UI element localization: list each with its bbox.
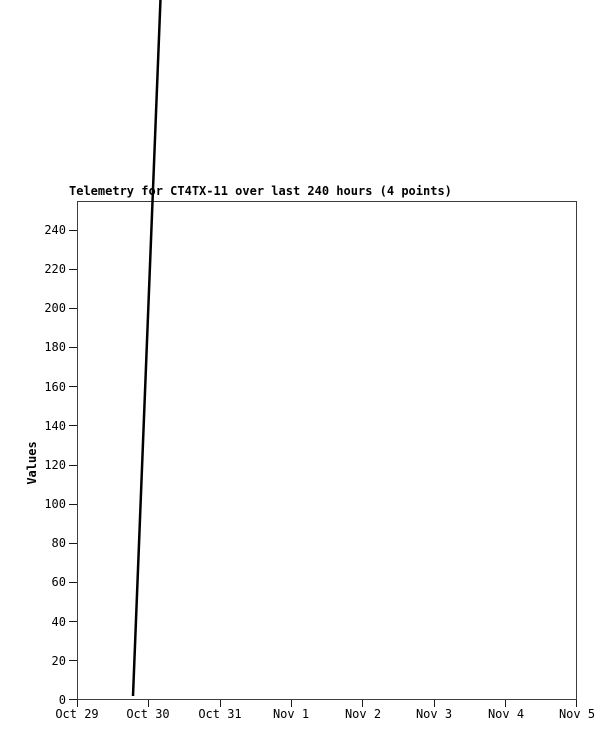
y-tick-label-220: 220 bbox=[44, 262, 66, 276]
x-tick-label-nov2: Nov 2 bbox=[344, 707, 382, 721]
x-tick-label-nov4: Nov 4 bbox=[487, 707, 525, 721]
y-tick-label-180: 180 bbox=[44, 340, 66, 354]
chart-title: Telemetry for CT4TX-11 over last 240 hou… bbox=[69, 184, 452, 198]
y-tick-label-120: 120 bbox=[44, 458, 66, 472]
y-tick-label-40: 40 bbox=[51, 615, 66, 629]
y-tick-label-0: 0 bbox=[58, 693, 66, 707]
y-tick-label-60: 60 bbox=[51, 575, 66, 589]
y-tick-label-140: 140 bbox=[44, 419, 66, 433]
x-tick-label-nov1: Nov 1 bbox=[272, 707, 310, 721]
plot-border bbox=[77, 201, 577, 700]
x-tick-label-oct29: Oct 29 bbox=[55, 707, 99, 721]
x-tick-label-oct31: Oct 31 bbox=[198, 707, 242, 721]
y-tick-label-80: 80 bbox=[51, 536, 66, 550]
y-tick-label-160: 160 bbox=[44, 380, 66, 394]
x-tick-marks bbox=[77, 700, 577, 707]
y-tick-label-100: 100 bbox=[44, 497, 66, 511]
x-tick-label-nov3: Nov 3 bbox=[415, 707, 453, 721]
y-tick-label-240: 240 bbox=[44, 223, 66, 237]
y-tick-label-20: 20 bbox=[51, 654, 66, 668]
x-tick-label-nov5: Nov 5 bbox=[558, 707, 596, 721]
y-tick-marks bbox=[69, 230, 77, 700]
telemetry-line bbox=[131, 0, 162, 697]
y-tick-label-200: 200 bbox=[44, 301, 66, 315]
x-tick-label-oct30: Oct 30 bbox=[126, 707, 170, 721]
